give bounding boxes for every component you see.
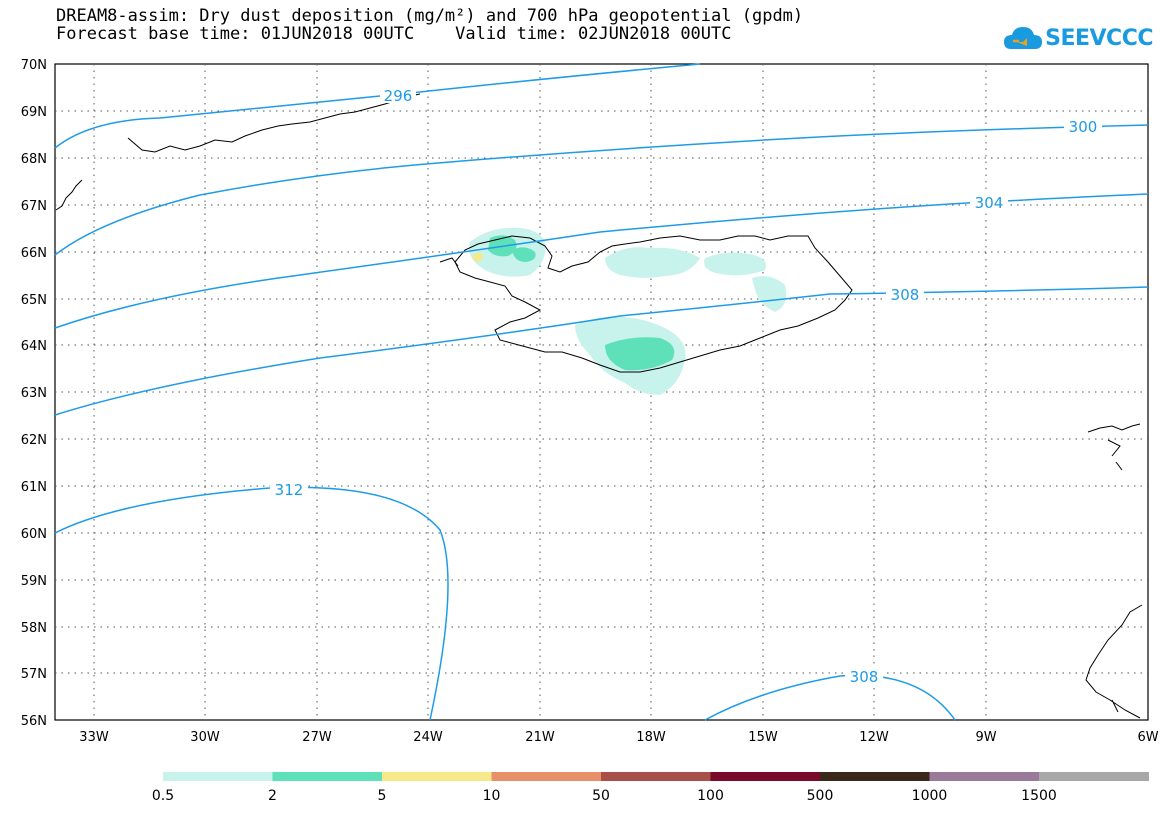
logo-text: SEEVCCC (1045, 25, 1153, 51)
chart-subtitle: Forecast base time: 01JUN2018 00UTC Vali… (56, 24, 732, 44)
legend-swatch (601, 772, 711, 781)
lat-label: 69N (21, 105, 47, 120)
contour-label-296: 296 (384, 87, 413, 105)
longitude-axis: 33W 30W 27W 24W 21W 18W 15W 12W 9W 6W (79, 730, 1158, 745)
lon-label: 6W (1137, 730, 1158, 745)
lon-label: 33W (79, 730, 109, 745)
contour-300 (54, 124, 1149, 256)
lon-label: 15W (748, 730, 778, 745)
dust-area-westfjords-core2 (512, 247, 536, 262)
lon-label: 30W (190, 730, 220, 745)
lat-label: 59N (21, 574, 47, 589)
latitude-axis: 70N 69N 68N 67N 66N 65N 64N 63N 62N 61N … (21, 58, 47, 729)
legend-swatch (929, 772, 1040, 781)
legend-swatch (710, 772, 821, 781)
lon-label: 24W (413, 730, 443, 745)
lon-label: 18W (636, 730, 666, 745)
legend-swatch (491, 772, 602, 781)
lat-label: 67N (21, 199, 47, 214)
dust-area-north (605, 247, 700, 278)
dust-area-east (752, 276, 787, 312)
contour-296 (54, 63, 701, 149)
contour-label-304: 304 (975, 194, 1004, 212)
lat-label: 60N (21, 527, 47, 542)
legend-swatch (382, 772, 492, 781)
legend-label: 1000 (912, 788, 948, 804)
legend-label: 1500 (1021, 788, 1057, 804)
legend-label: 5 (378, 788, 387, 804)
greenland-coast (127, 93, 421, 153)
color-legend: 0.5 2 5 10 50 100 500 1000 1500 (152, 772, 1149, 804)
legend-label: 0.5 (152, 788, 174, 804)
lon-label: 9W (975, 730, 996, 745)
contour-label-312: 312 (275, 481, 304, 499)
lat-label: 58N (21, 621, 47, 636)
dust-area-northeast (704, 252, 766, 276)
faroe-islands (1087, 423, 1141, 471)
legend-label: 50 (592, 788, 610, 804)
contour-label-308: 308 (891, 286, 920, 304)
contour-label-300: 300 (1069, 118, 1098, 136)
lon-label: 21W (525, 730, 555, 745)
contour-label-308-south: 308 (850, 668, 879, 686)
lat-label: 64N (21, 339, 47, 354)
chart-title: DREAM8-assim: Dry dust deposition (mg/m²… (56, 6, 804, 26)
lat-label: 65N (21, 293, 47, 308)
lat-label: 68N (21, 152, 47, 167)
legend-label: 10 (483, 788, 501, 804)
contour-308-south (704, 674, 956, 721)
lat-label: 70N (21, 58, 47, 73)
contour-308 (54, 286, 1149, 416)
iceland-snaefellsnes (439, 257, 459, 267)
geopotential-contours (54, 63, 1149, 721)
lat-label: 66N (21, 246, 47, 261)
greenland-coast-south (55, 179, 83, 211)
legend-swatch (1039, 772, 1149, 781)
legend-swatch (272, 772, 383, 781)
gridlines (55, 64, 1148, 720)
lat-label: 56N (21, 714, 47, 729)
legend-swatch (163, 772, 273, 781)
seevccc-logo: SEEVCCC (1003, 18, 1153, 58)
contour-312 (54, 486, 449, 721)
lat-label: 62N (21, 433, 47, 448)
legend-swatch (820, 772, 930, 781)
cloud-icon (1004, 27, 1043, 49)
dust-area-westfjords-peak (472, 252, 483, 262)
legend-label: 100 (697, 788, 724, 804)
lat-label: 61N (21, 480, 47, 495)
legend-label: 2 (268, 788, 277, 804)
contour-labels: 296 300 304 308 312 308 (270, 87, 1102, 686)
lat-label: 63N (21, 386, 47, 401)
dust-area-south-core (605, 337, 675, 371)
lat-label: 57N (21, 667, 47, 682)
lon-label: 12W (859, 730, 889, 745)
legend-label: 500 (807, 788, 834, 804)
scotland-coast (1085, 604, 1143, 719)
coastlines (55, 93, 1143, 719)
iceland-coast (454, 235, 853, 373)
lon-label: 27W (302, 730, 332, 745)
